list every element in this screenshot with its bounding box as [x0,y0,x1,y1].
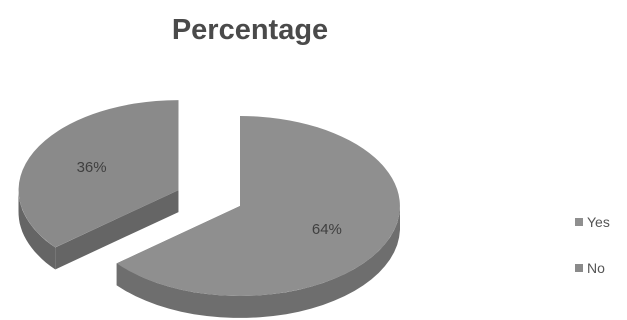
legend-item-yes: Yes [575,214,627,230]
pie-slice-side-yes [116,207,400,318]
pie-slice-no [18,100,179,248]
legend: Yes No [575,214,627,306]
legend-label-yes: Yes [587,214,610,230]
pie-slice-cut-no-0 [55,190,179,270]
chart-title: Percentage [171,14,329,46]
legend-item-no: No [575,260,627,276]
pie-slice-yes [116,116,400,297]
legend-swatch-yes [575,218,583,226]
legend-swatch-no [575,264,583,272]
legend-label-no: No [587,260,605,276]
data-label-no: 36% [77,159,107,176]
pie-slice-side-no [18,188,56,270]
data-label-yes: 64% [312,221,342,238]
